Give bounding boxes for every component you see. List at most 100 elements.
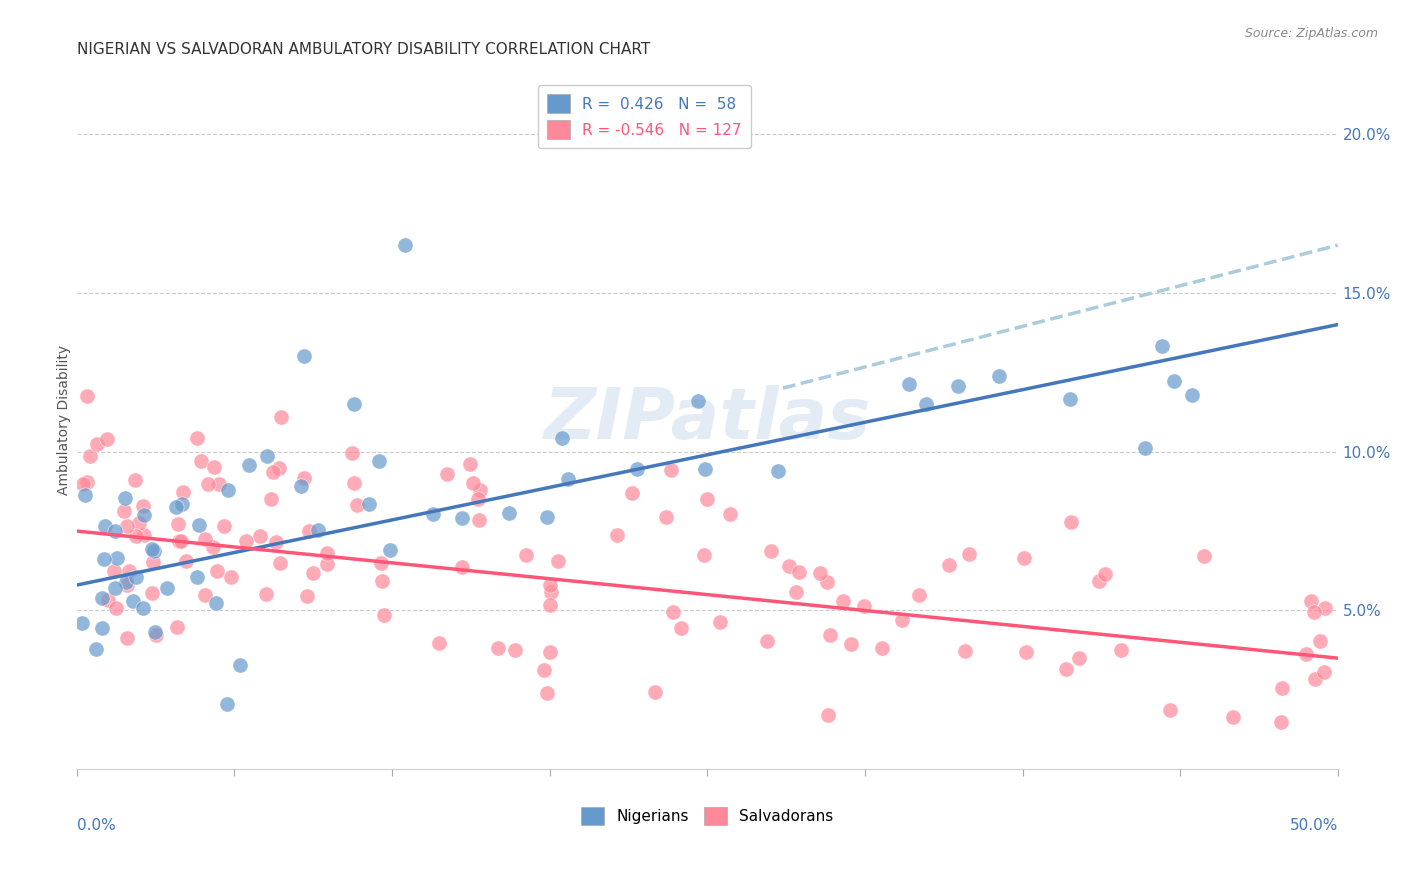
Point — [831, 594, 853, 608]
Text: 0.0%: 0.0% — [77, 818, 115, 833]
Point — [217, 697, 239, 711]
Point — [468, 513, 491, 527]
Point — [620, 486, 643, 500]
Point — [373, 608, 395, 623]
Point — [450, 511, 472, 525]
Point — [987, 368, 1010, 383]
Point — [316, 557, 339, 571]
Point — [194, 533, 217, 547]
Point — [117, 578, 139, 592]
Point — [655, 510, 678, 524]
Point — [427, 636, 450, 650]
Point — [219, 570, 242, 584]
Point — [132, 508, 155, 523]
Point — [644, 684, 666, 698]
Point — [96, 432, 118, 446]
Point — [125, 529, 148, 543]
Point — [115, 632, 138, 646]
Point — [955, 643, 977, 657]
Point — [852, 599, 875, 614]
Point — [515, 548, 537, 562]
Point — [1313, 665, 1336, 680]
Point — [202, 540, 225, 554]
Point — [238, 458, 260, 472]
Point — [789, 566, 811, 580]
Point — [1159, 703, 1181, 717]
Point — [1111, 643, 1133, 657]
Point — [808, 566, 831, 580]
Point — [105, 550, 128, 565]
Point — [551, 431, 574, 445]
Point — [370, 574, 392, 588]
Point — [1088, 574, 1111, 588]
Point — [686, 394, 709, 409]
Y-axis label: Ambulatory Disability: Ambulatory Disability — [58, 345, 72, 495]
Point — [503, 642, 526, 657]
Point — [557, 472, 579, 486]
Point — [870, 641, 893, 656]
Point — [606, 528, 628, 542]
Point — [143, 625, 166, 640]
Point — [292, 471, 315, 485]
Point — [267, 460, 290, 475]
Point — [249, 529, 271, 543]
Point — [86, 437, 108, 451]
Point — [229, 658, 252, 673]
Point — [538, 645, 561, 659]
Point — [1295, 647, 1317, 661]
Point — [307, 523, 329, 537]
Point — [214, 518, 236, 533]
Point — [659, 463, 682, 477]
Point — [256, 449, 278, 463]
Point — [121, 594, 143, 608]
Point — [73, 488, 96, 502]
Point — [202, 459, 225, 474]
Text: ZIPatlas: ZIPatlas — [544, 385, 870, 454]
Point — [302, 566, 325, 580]
Point — [94, 519, 117, 533]
Point — [839, 637, 862, 651]
Point — [815, 574, 838, 589]
Point — [817, 708, 839, 723]
Text: Source: ZipAtlas.com: Source: ZipAtlas.com — [1244, 27, 1378, 40]
Point — [915, 397, 938, 411]
Point — [165, 500, 187, 515]
Point — [1059, 392, 1081, 406]
Point — [1060, 515, 1083, 529]
Point — [343, 476, 366, 491]
Point — [166, 620, 188, 634]
Point — [90, 591, 112, 605]
Point — [938, 558, 960, 572]
Point — [235, 533, 257, 548]
Point — [295, 589, 318, 603]
Point — [370, 556, 392, 570]
Point — [190, 454, 212, 468]
Point — [260, 491, 283, 506]
Point — [169, 533, 191, 548]
Point — [264, 534, 287, 549]
Point — [124, 570, 146, 584]
Point — [486, 640, 509, 655]
Point — [114, 491, 136, 505]
Point — [197, 477, 219, 491]
Point — [1163, 374, 1185, 388]
Legend: Nigerians, Salvadorans: Nigerians, Salvadorans — [575, 801, 839, 831]
Point — [72, 477, 94, 491]
Point — [470, 483, 492, 497]
Point — [142, 543, 165, 558]
Point — [1094, 566, 1116, 581]
Point — [1135, 441, 1157, 455]
Point — [1152, 339, 1174, 353]
Point — [194, 588, 217, 602]
Point — [1303, 672, 1326, 686]
Point — [172, 497, 194, 511]
Point — [458, 457, 481, 471]
Point — [671, 621, 693, 635]
Point — [118, 564, 141, 578]
Point — [343, 397, 366, 411]
Point — [132, 601, 155, 615]
Point — [451, 559, 474, 574]
Point — [105, 600, 128, 615]
Point — [422, 507, 444, 521]
Point — [104, 581, 127, 595]
